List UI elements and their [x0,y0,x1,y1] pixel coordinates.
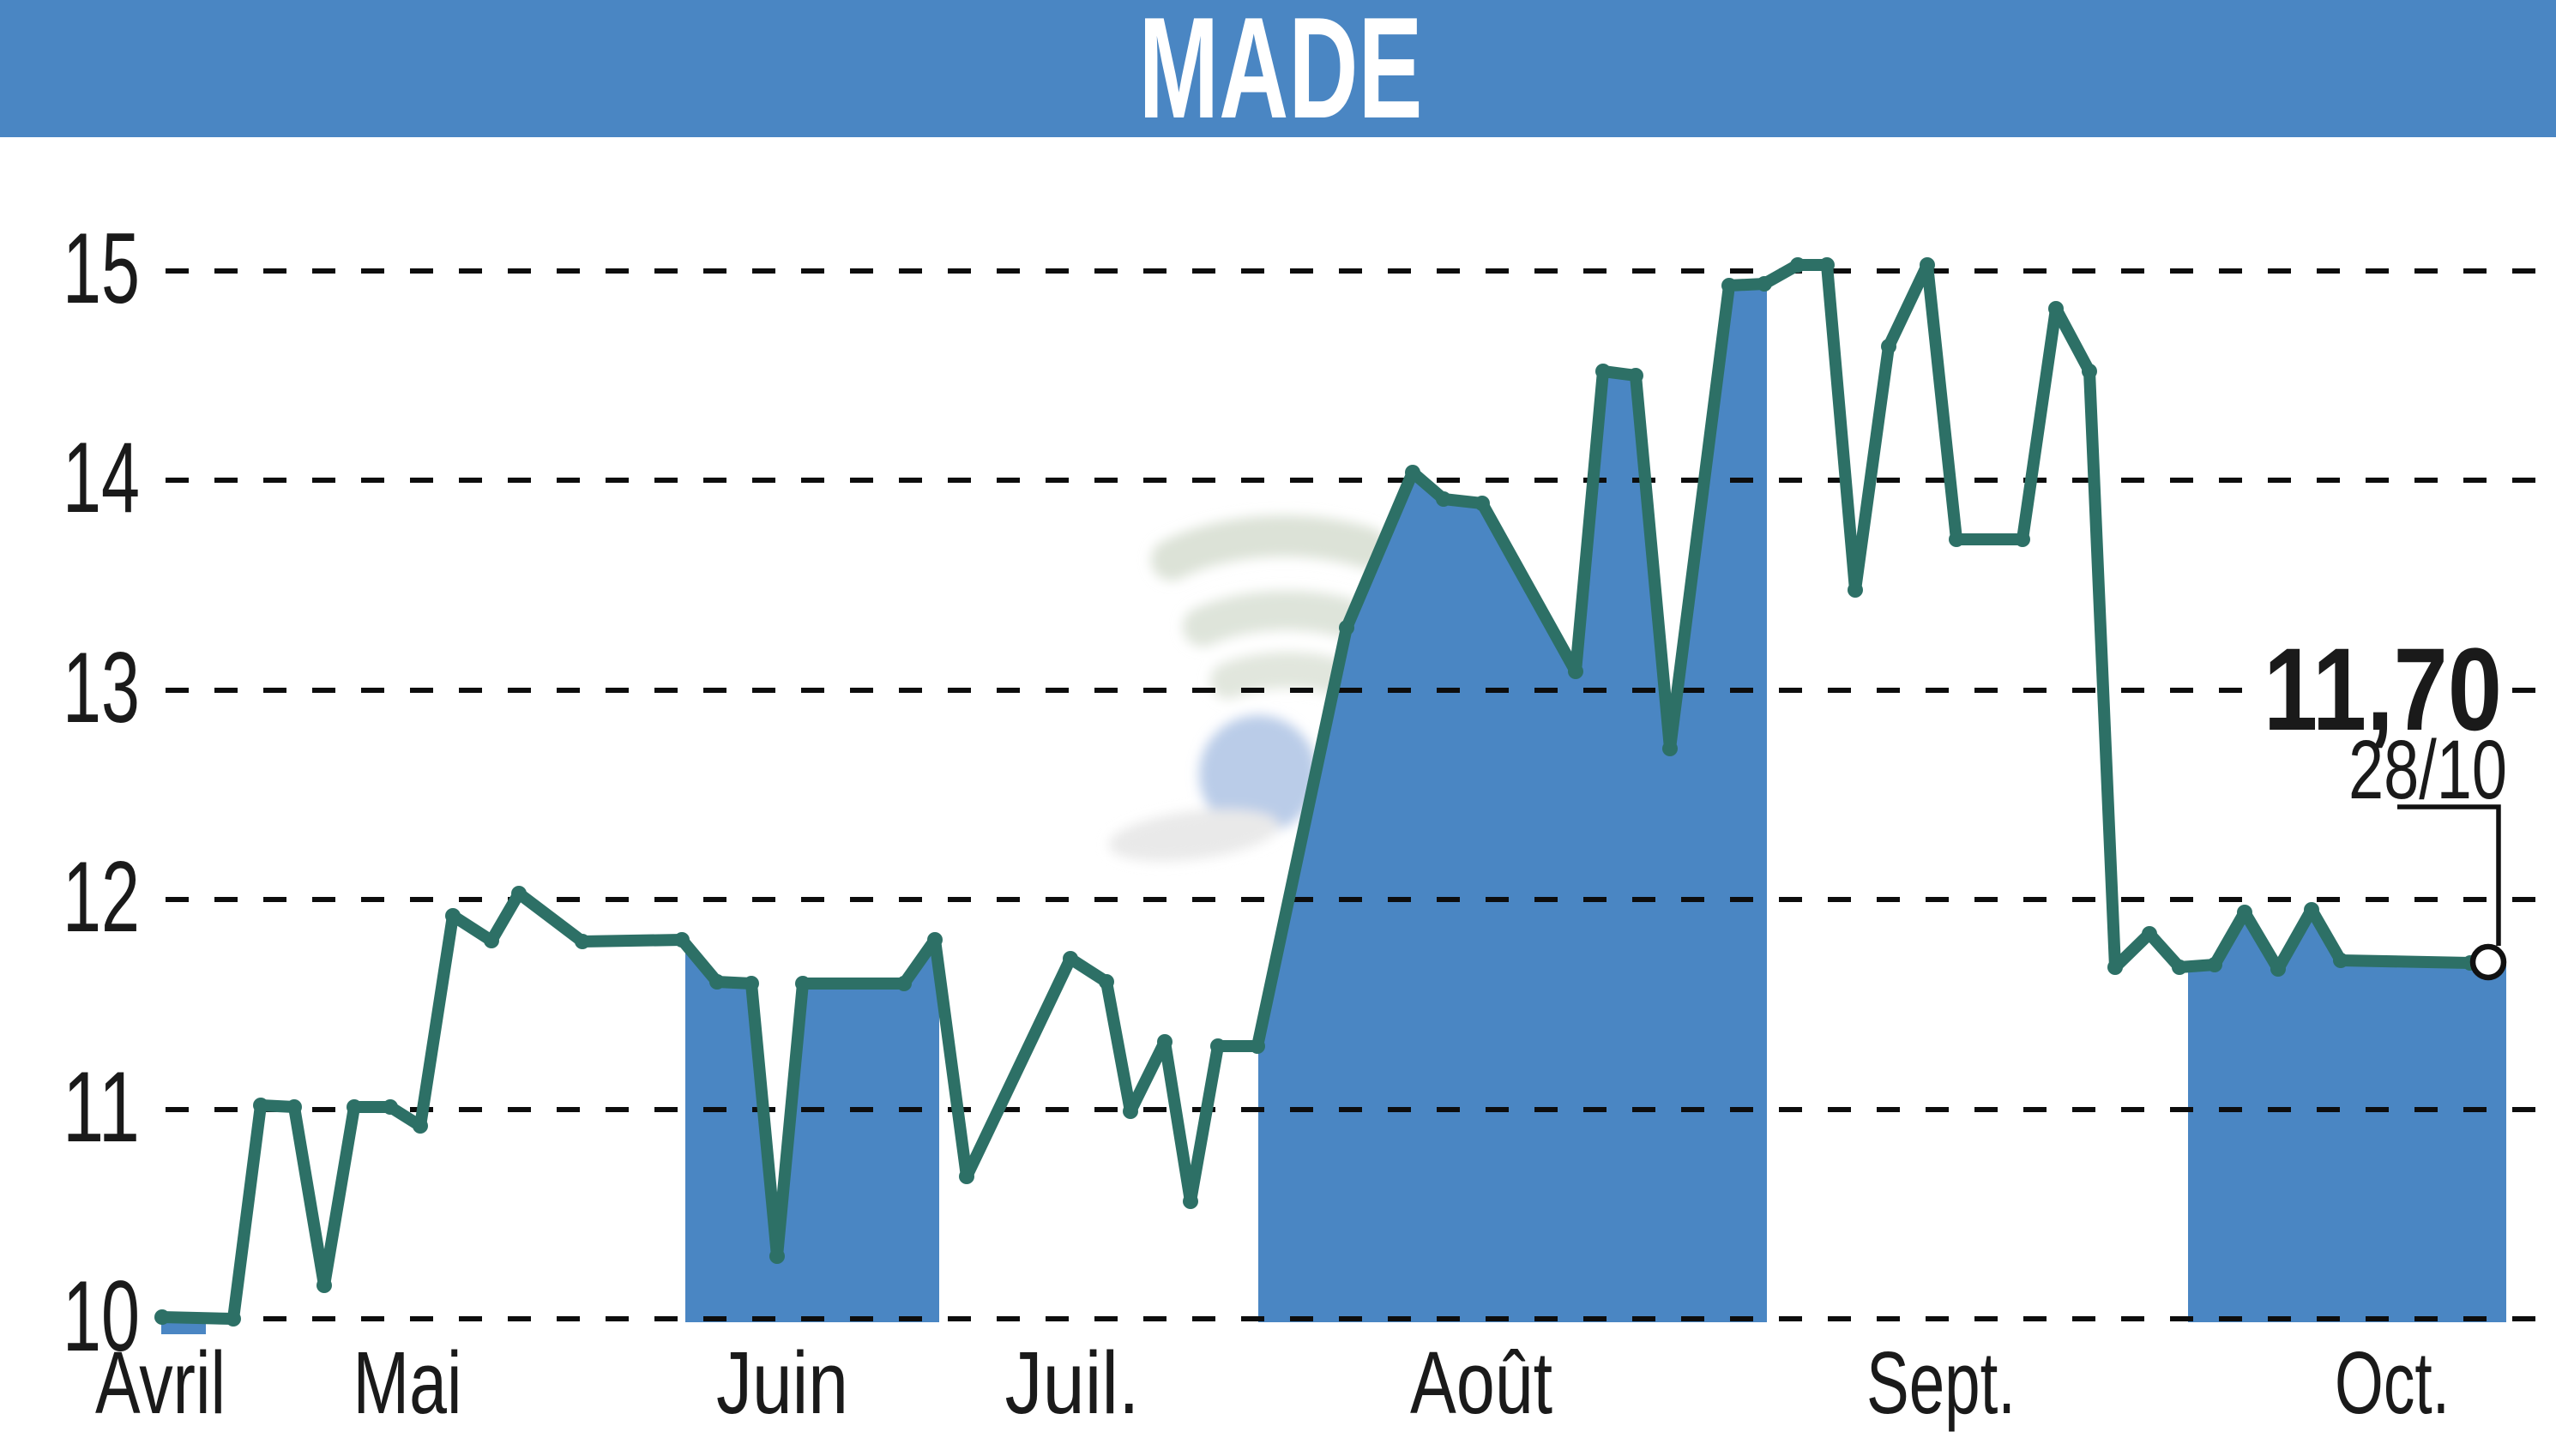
svg-text:11: 11 [63,1050,140,1163]
svg-text:13: 13 [63,631,140,743]
svg-text:10: 10 [63,1260,140,1372]
svg-text:Oct.: Oct. [2335,1333,2450,1432]
svg-text:14: 14 [63,421,140,533]
svg-text:Avril: Avril [95,1333,226,1432]
svg-text:12: 12 [63,840,140,953]
svg-text:Juin: Juin [716,1333,848,1432]
svg-text:Août: Août [1410,1333,1552,1432]
svg-text:Mai: Mai [353,1333,462,1432]
svg-text:28/10: 28/10 [2348,723,2507,816]
svg-text:Sept.: Sept. [1866,1333,2016,1432]
svg-text:11,70: 11,70 [2264,624,2502,755]
svg-text:15: 15 [63,212,140,324]
svg-text:Juil.: Juil. [1005,1333,1140,1432]
svg-text:MADE: MADE [1139,0,1423,148]
